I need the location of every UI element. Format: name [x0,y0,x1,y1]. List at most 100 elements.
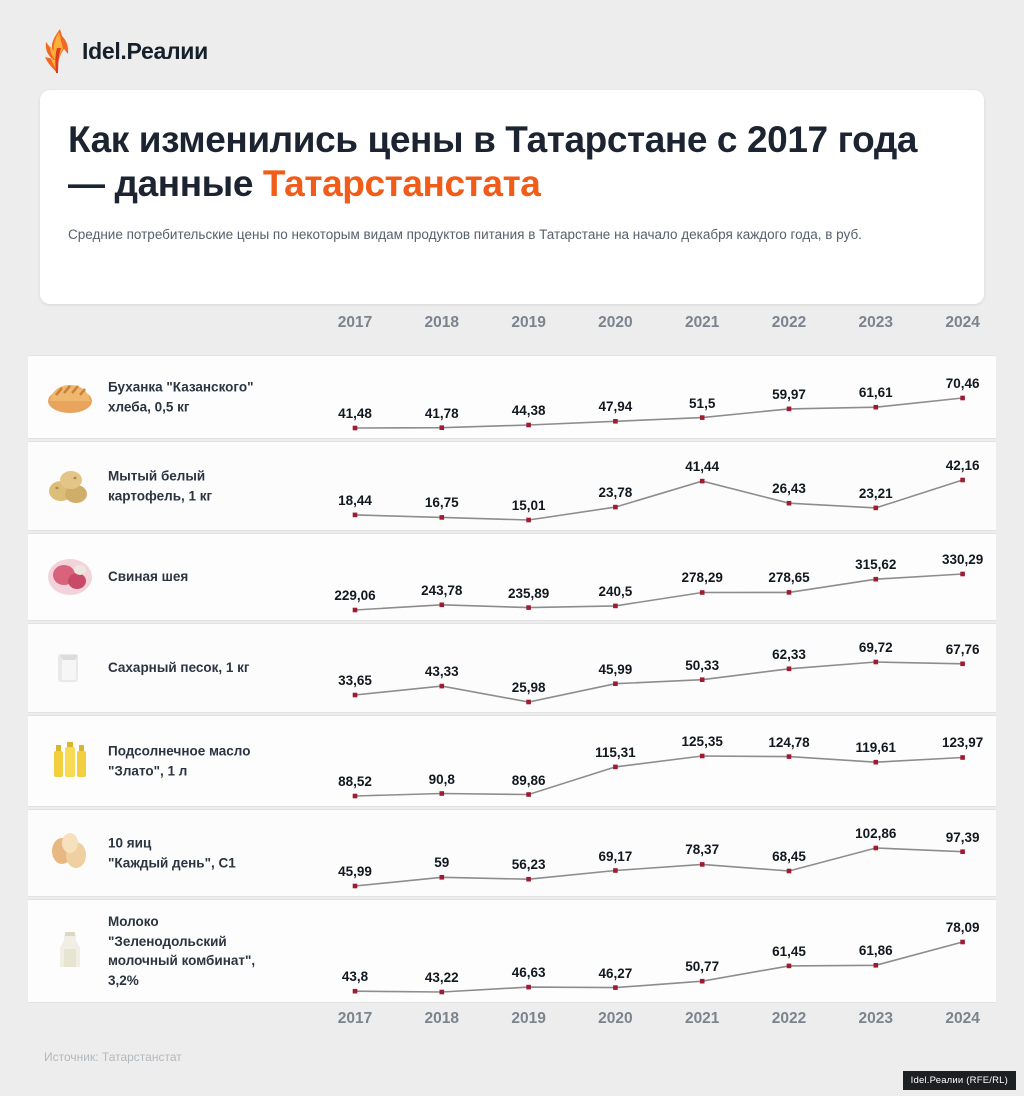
data-point-marker [873,505,879,511]
data-point-marker [613,868,618,873]
data-point-marker [439,602,445,608]
year-label-2022: 2022 [771,314,807,331]
data-point-label: 44,38 [511,402,546,418]
page-title-highlight: Татарстанстата [262,162,541,204]
series-line [354,479,963,521]
data-point-label: 59,97 [772,386,806,402]
page-subtitle: Средние потребительские цены по некоторы… [68,227,862,243]
data-point-label: 56,23 [511,857,546,873]
year-axis-top: 2017 2018 2019 2020 2021 2022 2023 2024 [0,314,1024,344]
data-point-marker [960,477,965,483]
data-point-label: 278,29 [681,570,723,586]
data-point-marker [613,603,618,609]
data-point-label: 33,65 [338,672,372,688]
data-point-marker [352,988,358,994]
data-point-marker [352,425,358,431]
data-point-marker [613,764,618,770]
data-point-marker [699,677,705,682]
data-point-label: 41,44 [685,459,720,475]
data-point-label: 51,5 [689,395,716,411]
data-point-marker [873,576,879,582]
data-point-marker [699,478,705,484]
data-point-label: 46,63 [511,965,546,981]
data-point-marker [873,659,879,665]
data-point-label: 50,77 [685,959,720,975]
series-line [354,847,963,887]
data-point-label: 43,8 [341,969,369,985]
chart-row: Подсолнечное масло "Злато", 1 л 88,52 90,8… [28,715,996,807]
eggs-icon [44,831,96,875]
data-point-label: 41,78 [424,405,459,421]
year-label-2023: 2023 [858,1010,894,1027]
data-point-marker [439,425,445,430]
year-axis-bottom: 2017 2018 2019 2020 2021 2022 2023 2024 [0,1010,1024,1040]
data-point-label: 50,33 [685,657,720,673]
data-point-label: 62,33 [772,646,806,662]
data-point-label: 23,78 [598,485,633,501]
data-point-label: 69,72 [858,640,893,655]
data-point-marker [873,404,879,410]
series-plot [28,442,996,530]
data-point-marker [439,875,445,880]
data-point-label: 42,16 [945,458,980,473]
data-point-label: 124,78 [768,734,810,750]
year-label-2020: 2020 [598,314,633,331]
data-point-label: 46,27 [598,965,633,981]
chart-row: Свиная шея 229,06 243,78 235,89 240,5 278,29 2… [28,533,996,621]
chart-row: Мытый белый картофель, 1 кг 18,44 16,75 15,… [28,441,996,531]
data-point-label: 119,61 [855,740,897,756]
series-plot [28,534,996,620]
data-point-marker [526,422,531,428]
chart-row: 10 яиц "Каждый день", С1 45,99 59 56,23 69,1… [28,809,996,897]
data-point-label: 97,39 [945,829,980,845]
data-point-label: 26,43 [772,481,806,497]
data-point-marker [699,978,705,984]
data-point-marker [526,984,531,990]
flame-bird-icon [40,28,74,74]
series-line [354,661,963,703]
chart-row: Буханка "Казанского" хлеба, 0,5 кг 41,48 4… [28,355,996,439]
data-point-label: 78,37 [685,842,720,858]
data-point-marker [960,661,965,667]
year-label-2024: 2024 [945,314,980,331]
year-label-2019: 2019 [511,1010,546,1027]
data-point-marker [786,754,792,759]
data-point-marker [699,590,705,595]
data-point-label: 70,46 [945,376,980,391]
data-point-label: 23,21 [858,485,893,501]
product-label: Сахарный песок, 1 кг [108,660,250,676]
year-label-2023: 2023 [858,314,894,331]
data-point-marker [352,883,358,889]
series-line [354,573,963,611]
year-label-2020: 2020 [598,1010,633,1027]
data-point-label: 330,29 [941,552,984,567]
data-point-label: 229,06 [334,588,376,603]
data-point-marker [960,755,965,760]
data-point-marker [352,512,358,518]
copyright-badge: Idel.Реалии (RFE/RL) [902,1071,1016,1090]
data-point-label: 61,86 [858,943,893,959]
product-label: Свиная шея [108,569,189,585]
data-point-label: 47,94 [598,399,633,415]
data-point-label: 67,76 [945,641,980,657]
data-point-label: 315,62 [855,557,897,573]
data-point-label: 45,99 [338,864,372,879]
data-point-marker [699,415,705,420]
potato-icon [44,464,96,508]
data-point-marker [439,515,445,520]
data-point-label: 18,44 [338,492,372,508]
year-label-2024: 2024 [945,1010,980,1027]
data-point-marker [873,963,879,968]
data-point-label: 41,48 [338,406,372,421]
data-point-label: 43,33 [424,664,459,680]
data-point-marker [526,517,531,523]
data-point-label: 243,78 [421,582,463,598]
year-label-2018: 2018 [424,1010,460,1027]
product-label: Мытый белый картофель, 1 кг [108,468,213,503]
data-point-marker [786,590,792,595]
data-point-label: 25,98 [511,680,546,695]
data-point-marker [873,845,879,851]
data-point-marker [699,753,705,759]
data-point-label: 88,52 [338,774,372,789]
data-point-label: 61,45 [772,943,806,959]
